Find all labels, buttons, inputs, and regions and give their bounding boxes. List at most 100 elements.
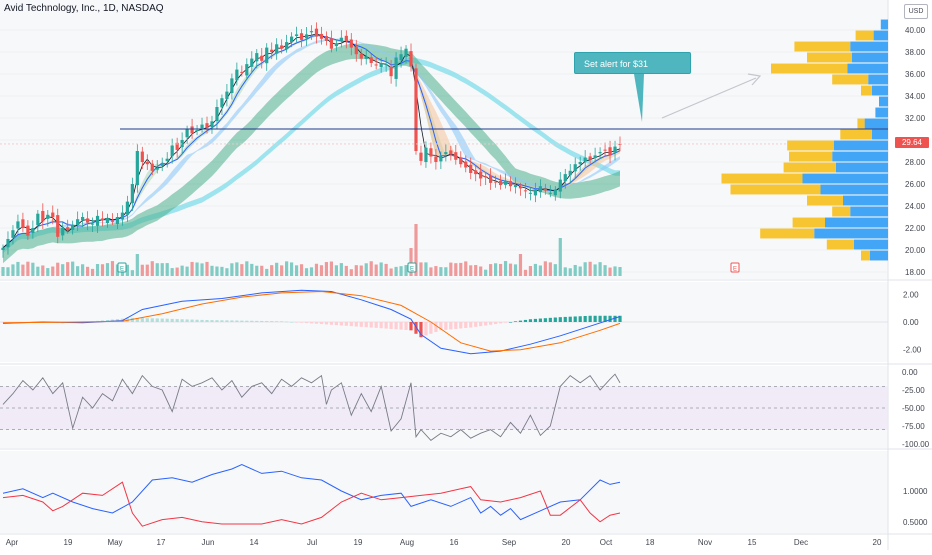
earnings-marker — [117, 262, 127, 273]
macd-hist-bar — [364, 322, 368, 328]
volume-bar — [200, 263, 204, 276]
volume-profile-bar — [794, 41, 851, 52]
volume-bar — [309, 267, 314, 276]
time-tick-label: Apr — [6, 538, 19, 547]
candle — [21, 219, 25, 228]
volume-bar — [439, 267, 443, 276]
macd-hist-bar — [434, 322, 438, 333]
macd-hist-bar — [205, 320, 209, 322]
volume-bar — [329, 261, 334, 276]
volume-profile-bar — [832, 74, 869, 85]
volume-bar — [568, 268, 572, 276]
candle — [399, 54, 403, 61]
macd-hist-bar — [260, 320, 264, 322]
macd-hist-bar — [444, 322, 448, 330]
time-tick-label: 15 — [748, 538, 757, 547]
time-tick-label: 17 — [157, 538, 166, 547]
volume-bar — [61, 264, 65, 276]
volume-bar — [105, 263, 110, 276]
candle — [61, 228, 65, 236]
volume-profile-bar — [850, 41, 888, 52]
relative-line-blue — [2, 464, 621, 521]
candle — [81, 217, 85, 221]
macd-hist-bar — [409, 322, 413, 331]
volume-bar — [289, 262, 294, 276]
candle — [454, 152, 458, 160]
volume-profile-bar — [868, 74, 888, 85]
macd-hist-bar — [479, 322, 483, 327]
candle — [389, 66, 393, 77]
volume-profile-bar — [832, 206, 851, 217]
candle — [16, 221, 20, 229]
candle — [215, 107, 219, 122]
volume-bar — [95, 264, 100, 276]
volume-profile-bar — [789, 151, 833, 162]
set-alert-button[interactable]: Set alert for $31 — [574, 52, 691, 74]
volume-bar — [489, 264, 493, 276]
macd-hist-bar — [319, 322, 324, 325]
macd-hist-bar — [518, 320, 523, 322]
volume-bar — [314, 263, 319, 276]
candle — [299, 33, 304, 40]
volume-bar — [434, 266, 438, 276]
candle — [175, 142, 179, 150]
volume-bar — [115, 264, 120, 276]
volume-bar — [230, 263, 234, 276]
candle — [424, 147, 428, 163]
oscillator-line — [2, 373, 621, 441]
volume-profile-bar — [870, 250, 888, 261]
time-tick-label: 16 — [450, 538, 459, 547]
volume-bar — [41, 265, 45, 276]
price-tick-label: 36.00 — [905, 70, 926, 79]
candle — [145, 161, 149, 165]
volume-bar — [76, 266, 80, 276]
volume-bar — [494, 263, 498, 276]
macd-hist-bar — [439, 322, 443, 331]
candle — [474, 170, 478, 175]
volume-bar — [474, 265, 478, 276]
candle — [205, 123, 209, 128]
candle — [195, 130, 199, 132]
macd-tick-label: 0.00 — [903, 318, 919, 327]
candle — [319, 33, 324, 39]
volume-profile-bar — [783, 162, 836, 173]
macd-hist-bar — [314, 322, 319, 324]
candle — [369, 57, 373, 63]
mid-ribbon — [3, 43, 620, 264]
macd-hist-bar — [359, 322, 363, 327]
volume-profile-bar — [843, 195, 888, 206]
macd-hist-bar — [464, 322, 468, 328]
candle — [523, 190, 528, 192]
volume-bar — [503, 261, 508, 276]
macd-hist-bar — [140, 318, 144, 322]
volume-bar — [21, 264, 25, 276]
volume-bar — [130, 270, 134, 276]
macd-hist-bar — [280, 321, 284, 322]
macd-hist-bar — [379, 322, 383, 329]
macd-hist-bar — [459, 322, 463, 329]
time-tick-label: 20 — [562, 538, 571, 547]
volume-profile-bar — [792, 217, 825, 228]
time-tick-label: Jun — [202, 538, 215, 547]
time-tick-label: 20 — [873, 538, 882, 547]
candle — [115, 217, 120, 225]
macd-hist-bar — [135, 317, 139, 322]
volume-bar — [444, 267, 448, 276]
macd-hist-bar — [498, 322, 503, 324]
relative-panel[interactable] — [0, 451, 888, 533]
currency-button[interactable]: USD — [904, 4, 928, 19]
volume-bar — [235, 262, 239, 276]
time-tick-label: 19 — [64, 538, 73, 547]
volume-bar — [498, 263, 503, 276]
candle — [469, 164, 473, 173]
candle — [508, 181, 513, 187]
macd-hist-bar — [329, 322, 334, 325]
volume-profile-bar — [835, 162, 888, 173]
volume-bar — [573, 264, 577, 276]
candle — [270, 49, 274, 52]
macd-hist-bar — [294, 322, 299, 323]
volume-profile-bar — [873, 30, 888, 41]
volume-bar — [85, 266, 90, 276]
